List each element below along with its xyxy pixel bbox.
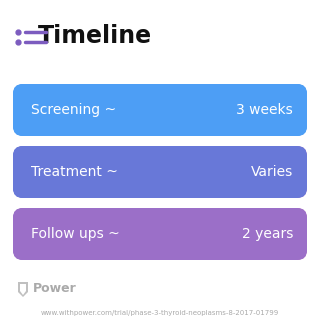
- Text: www.withpower.com/trial/phase-3-thyroid-neoplasms-8-2017-01799: www.withpower.com/trial/phase-3-thyroid-…: [41, 310, 279, 316]
- Text: Follow ups ~: Follow ups ~: [31, 227, 120, 241]
- Text: 2 years: 2 years: [242, 227, 293, 241]
- FancyBboxPatch shape: [13, 146, 307, 198]
- Text: Power: Power: [33, 283, 77, 296]
- FancyBboxPatch shape: [13, 84, 307, 136]
- Text: Varies: Varies: [251, 165, 293, 179]
- Text: 3 weeks: 3 weeks: [236, 103, 293, 117]
- Text: Screening ~: Screening ~: [31, 103, 116, 117]
- FancyBboxPatch shape: [13, 208, 307, 260]
- Polygon shape: [20, 284, 26, 295]
- Text: Timeline: Timeline: [38, 24, 152, 48]
- Polygon shape: [18, 282, 28, 297]
- Text: Treatment ~: Treatment ~: [31, 165, 118, 179]
